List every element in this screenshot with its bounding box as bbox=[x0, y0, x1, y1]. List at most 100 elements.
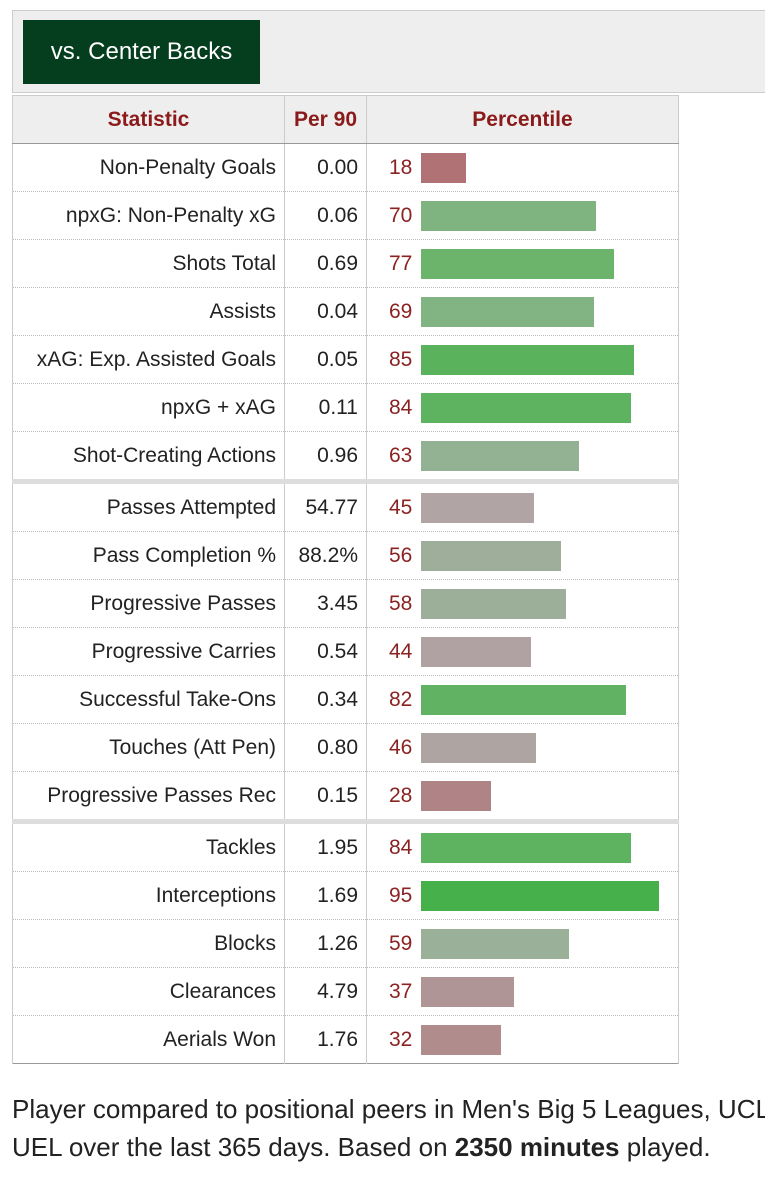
per90: 1.95 bbox=[284, 819, 367, 872]
percentile: 95 bbox=[389, 884, 413, 907]
percentile-cell: 18 bbox=[366, 143, 679, 192]
row: Blocks 1.26 59 bbox=[12, 919, 679, 968]
percentile-cell: 46 bbox=[366, 723, 679, 772]
per90: 0.11 bbox=[284, 383, 367, 432]
header[interactable]: Per 90 bbox=[284, 95, 367, 144]
per90: 0.04 bbox=[284, 287, 367, 336]
per90: 1.26 bbox=[284, 919, 367, 968]
percentile-bar bbox=[421, 541, 561, 571]
stat-name: Progressive Passes bbox=[12, 579, 285, 628]
stat-name: Progressive Carries bbox=[12, 627, 285, 676]
percentile-bar bbox=[421, 685, 626, 715]
stat-name: Assists bbox=[12, 287, 285, 336]
percentile-bar bbox=[421, 977, 514, 1007]
percentile: 58 bbox=[389, 592, 413, 615]
percentile: 28 bbox=[389, 784, 413, 807]
row: Pass Completion % 88.2% 56 bbox=[12, 531, 679, 580]
percentile: 63 bbox=[389, 444, 413, 467]
percentile-bar bbox=[421, 393, 631, 423]
row: Touches (Att Pen) 0.80 46 bbox=[12, 723, 679, 772]
percentile-bar bbox=[421, 881, 659, 911]
stat-name: Interceptions bbox=[12, 871, 285, 920]
header-row: Statistic Per 90 Percentile bbox=[12, 95, 679, 144]
percentile: 82 bbox=[389, 688, 413, 711]
percentile-cell: 85 bbox=[366, 335, 679, 384]
percentile-bar bbox=[421, 345, 634, 375]
percentile-cell: 77 bbox=[366, 239, 679, 288]
percentile-cell: 45 bbox=[366, 479, 679, 532]
stat-name: Tackles bbox=[12, 819, 285, 872]
per90: 0.80 bbox=[284, 723, 367, 772]
stat-name: Pass Completion % bbox=[12, 531, 285, 580]
percentile-bar bbox=[421, 1025, 501, 1055]
per90: 0.06 bbox=[284, 191, 367, 240]
row: Progressive Passes Rec 0.15 28 bbox=[12, 771, 679, 822]
percentile-bar bbox=[421, 297, 594, 327]
per90: 54.77 bbox=[284, 479, 367, 532]
percentile-cell: 82 bbox=[366, 675, 679, 724]
percentile: 46 bbox=[389, 736, 413, 759]
per90: 4.79 bbox=[284, 967, 367, 1016]
row: Shot-Creating Actions 0.96 63 bbox=[12, 431, 679, 482]
footer-text: Player compared to positional peers in M… bbox=[12, 1094, 765, 1162]
percentile: 56 bbox=[389, 544, 413, 567]
row: Interceptions 1.69 95 bbox=[12, 871, 679, 920]
per90: 0.54 bbox=[284, 627, 367, 676]
tab[interactable]: vs. Center Backs bbox=[23, 20, 260, 84]
row: Tackles 1.95 84 bbox=[12, 819, 679, 872]
percentile-cell: 58 bbox=[366, 579, 679, 628]
stat-name: Shots Total bbox=[12, 239, 285, 288]
percentile-cell: 69 bbox=[366, 287, 679, 336]
percentile: 32 bbox=[389, 1028, 413, 1051]
percentile-bar bbox=[421, 833, 631, 863]
percentile-cell: 32 bbox=[366, 1015, 679, 1064]
per90: 0.15 bbox=[284, 771, 367, 822]
row: Aerials Won 1.76 32 bbox=[12, 1015, 679, 1064]
percentile-bar bbox=[421, 493, 534, 523]
row: Non-Penalty Goals 0.00 18 bbox=[12, 143, 679, 192]
row: Passes Attempted 54.77 45 bbox=[12, 479, 679, 532]
percentile-bar bbox=[421, 589, 566, 619]
row: npxG: Non-Penalty xG 0.06 70 bbox=[12, 191, 679, 240]
per90: 0.96 bbox=[284, 431, 367, 482]
stat-name: Aerials Won bbox=[12, 1015, 285, 1064]
percentile: 18 bbox=[389, 156, 413, 179]
stat-name: Successful Take-Ons bbox=[12, 675, 285, 724]
header[interactable]: Percentile bbox=[366, 95, 679, 144]
per90: 1.69 bbox=[284, 871, 367, 920]
footer-text: played. bbox=[619, 1132, 711, 1162]
percentile-cell: 84 bbox=[366, 383, 679, 432]
stat-name: npxG: Non-Penalty xG bbox=[12, 191, 285, 240]
percentile-cell: 70 bbox=[366, 191, 679, 240]
percentile-bar bbox=[421, 441, 579, 471]
stat-name: xAG: Exp. Assisted Goals bbox=[12, 335, 285, 384]
percentile: 85 bbox=[389, 348, 413, 371]
stat-name: Shot-Creating Actions bbox=[12, 431, 285, 482]
stat-name: Non-Penalty Goals bbox=[12, 143, 285, 192]
footer: Player compared to positional peers in M… bbox=[12, 1090, 765, 1166]
row: Clearances 4.79 37 bbox=[12, 967, 679, 1016]
stat-name: Clearances bbox=[12, 967, 285, 1016]
percentile-cell: 84 bbox=[366, 819, 679, 872]
per90: 0.05 bbox=[284, 335, 367, 384]
per90: 88.2% bbox=[284, 531, 367, 580]
percentile-bar bbox=[421, 781, 491, 811]
percentile-bar bbox=[421, 153, 466, 183]
percentile: 70 bbox=[389, 204, 413, 227]
percentile: 84 bbox=[389, 836, 413, 859]
stat-name: Progressive Passes Rec bbox=[12, 771, 285, 822]
stat-name: npxG + xAG bbox=[12, 383, 285, 432]
per90: 0.34 bbox=[284, 675, 367, 724]
percentile-bar bbox=[421, 637, 531, 667]
stat-name: Passes Attempted bbox=[12, 479, 285, 532]
row: Shots Total 0.69 77 bbox=[12, 239, 679, 288]
percentile-bar bbox=[421, 929, 569, 959]
percentile-bar bbox=[421, 249, 614, 279]
stat-name: Blocks bbox=[12, 919, 285, 968]
header[interactable]: Statistic bbox=[12, 95, 285, 144]
percentile: 77 bbox=[389, 252, 413, 275]
percentile-cell: 56 bbox=[366, 531, 679, 580]
percentile-bar bbox=[421, 733, 536, 763]
per90: 1.76 bbox=[284, 1015, 367, 1064]
